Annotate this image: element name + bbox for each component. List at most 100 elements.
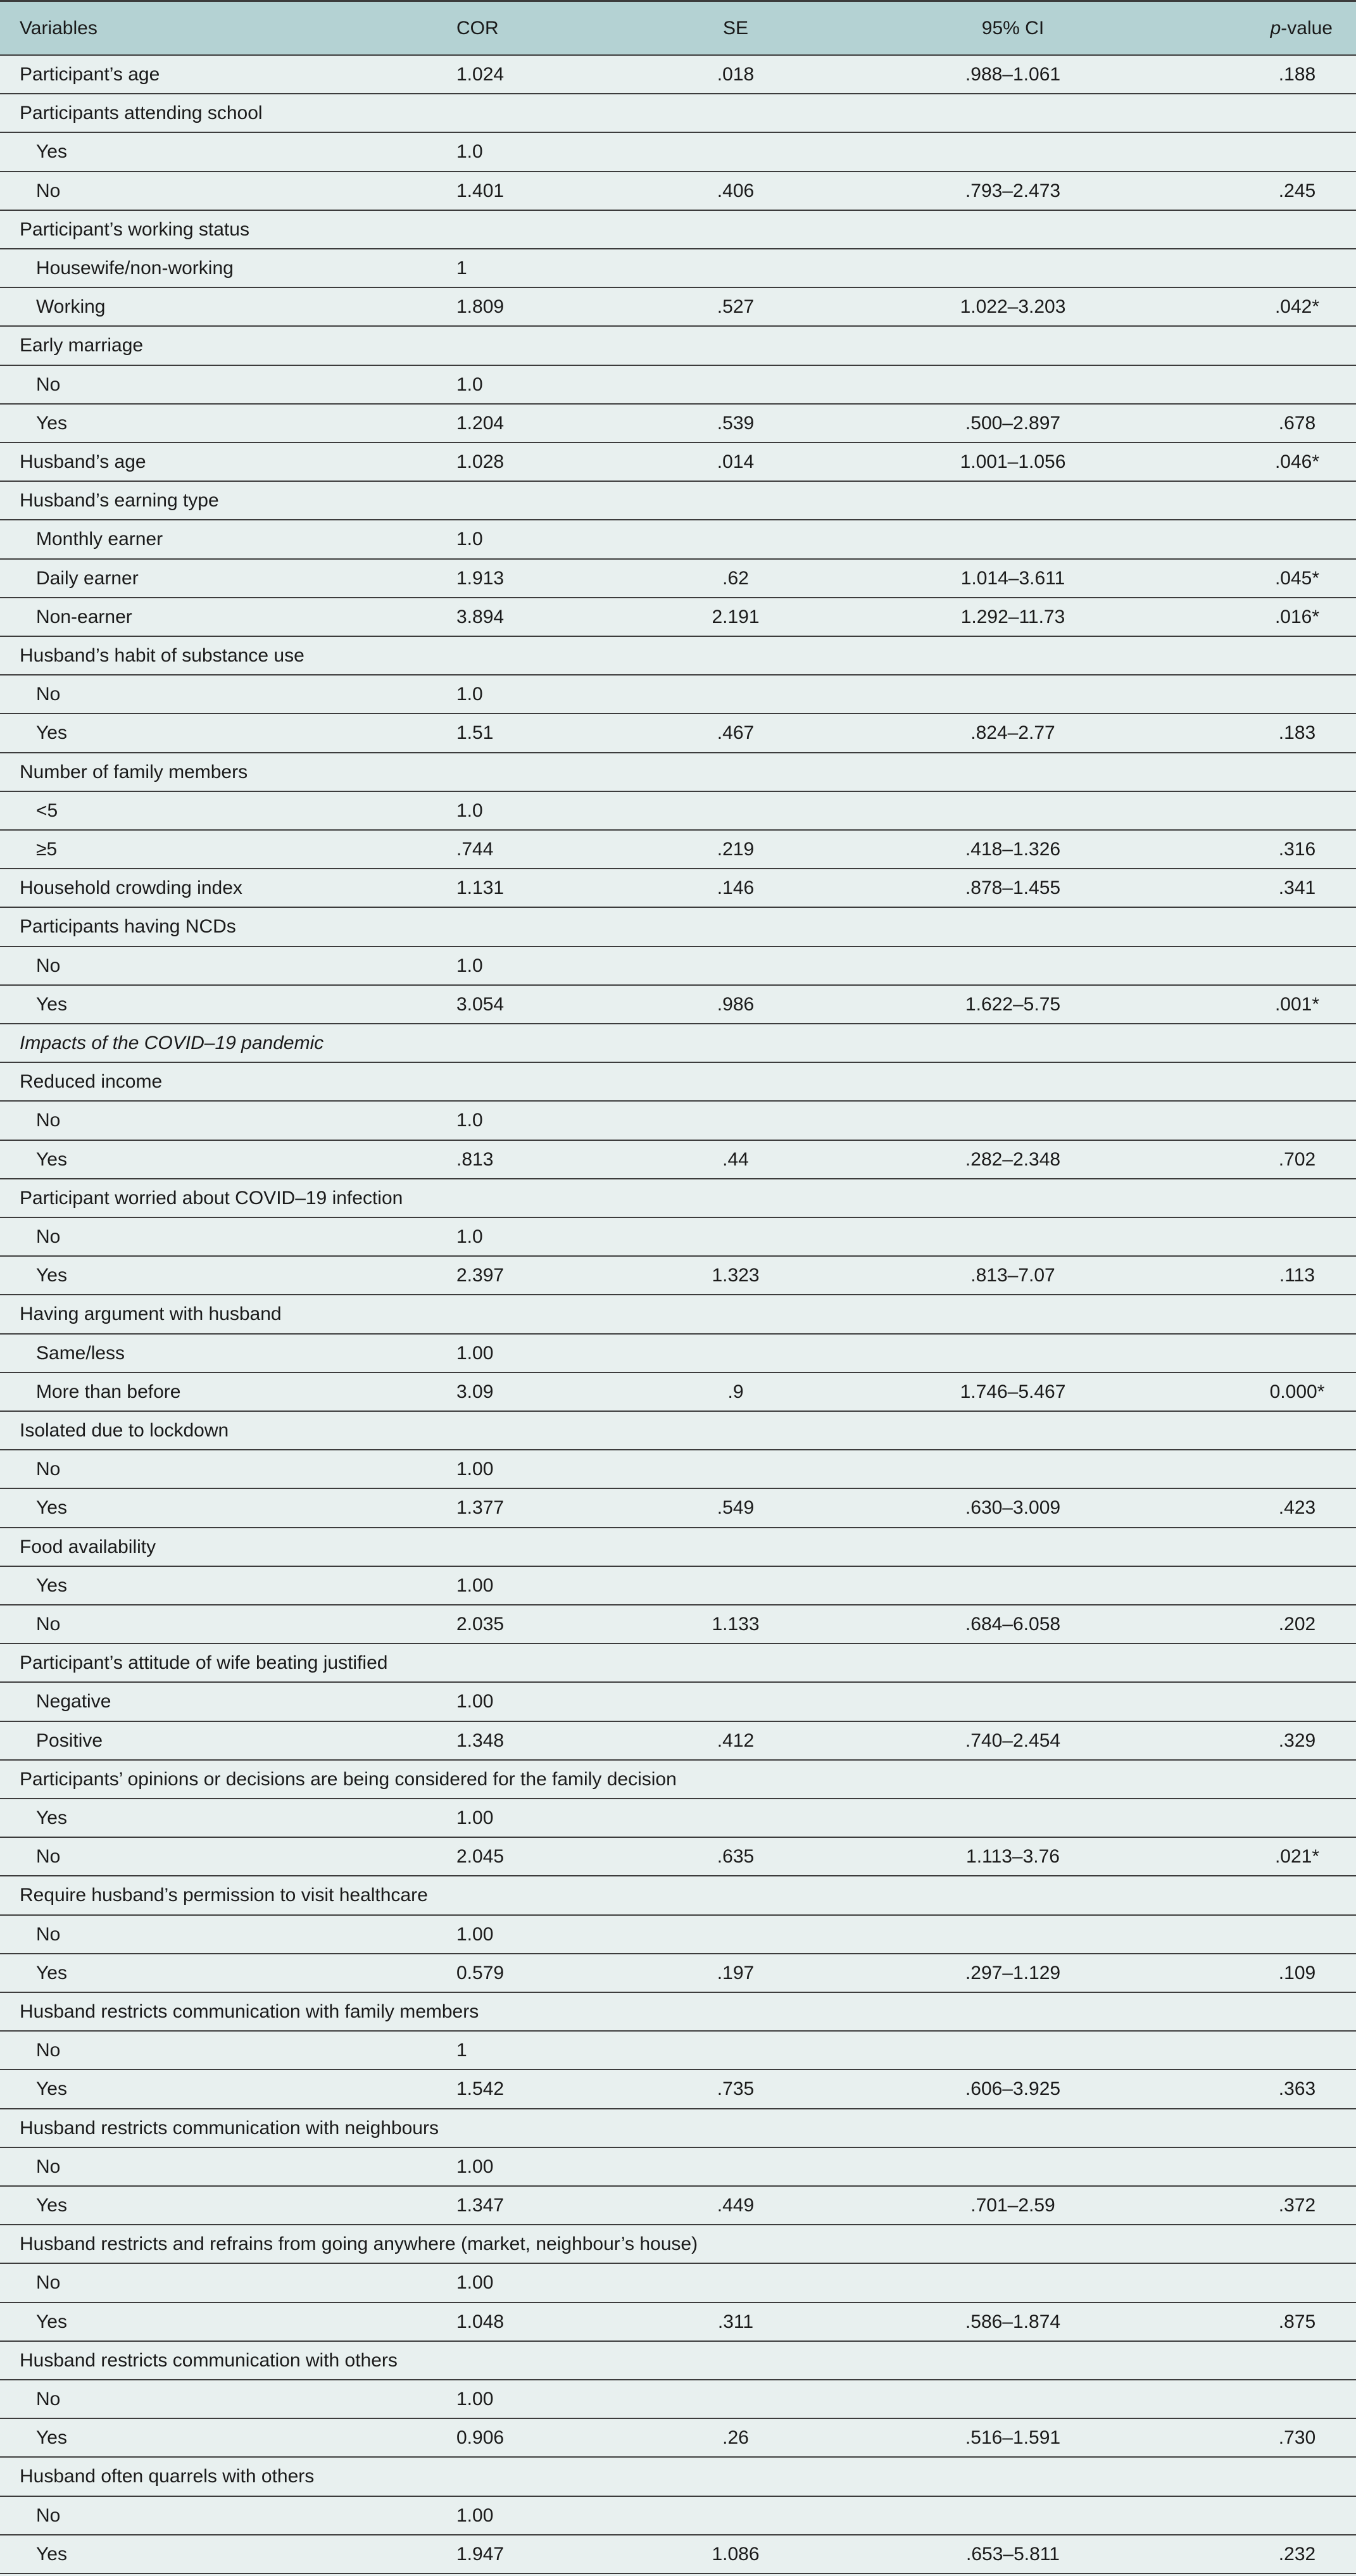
table-cell: .684–6.058: [965, 1614, 1061, 1635]
table-cell: .001*: [1274, 993, 1320, 1015]
table-row: Husband’s earning type: [0, 482, 1356, 521]
table-row: No 1.0: [0, 366, 1356, 405]
table-cell: No: [36, 1110, 61, 1131]
table-row: No 1.00: [0, 2148, 1356, 2187]
table-row: Yes 3.054 .986 1.622–5.75 .001*: [0, 986, 1356, 1024]
table-cell: .875: [1278, 2311, 1316, 2332]
table-row: Isolated due to lockdown: [0, 1412, 1356, 1451]
table-cell: 1.204: [456, 412, 505, 434]
table-cell: More than before: [36, 1381, 181, 1402]
table-cell: .418–1.326: [965, 839, 1061, 860]
table-cell: Yes: [36, 2427, 67, 2449]
table-cell: 1.746–5.467: [960, 1381, 1066, 1402]
table-cell: .146: [717, 877, 755, 899]
table-cell: .329: [1278, 1730, 1316, 1751]
table-cell: .635: [717, 1846, 755, 1868]
table-row: Yes 1.0: [0, 133, 1356, 172]
table-row: Yes 1.542 .735 .606–3.925 .363: [0, 2070, 1356, 2109]
table-cell: .586–1.874: [965, 2311, 1061, 2332]
table-cell: 1.0: [456, 141, 483, 163]
table-cell: .449: [717, 2195, 755, 2216]
table-cell: 1.133: [712, 1614, 760, 1635]
table-cell: Number of family members: [20, 761, 248, 782]
table-cell: Yes: [36, 1497, 67, 1519]
table-cell: Husband restricts communication with oth…: [20, 2349, 398, 2371]
table-cell: .678: [1278, 412, 1316, 434]
table-cell: Participant worried about COVID–19 infec…: [20, 1187, 403, 1209]
table-cell: .341: [1278, 877, 1316, 899]
table-row: Yes 2.397 1.323 .813–7.07 .113: [0, 1257, 1356, 1296]
column-header-text: p-value: [1270, 18, 1333, 39]
table-cell: .539: [717, 412, 755, 434]
table-cell: 1.622–5.75: [965, 993, 1061, 1015]
table-cell: Participant’s age: [20, 64, 160, 85]
table-row: Husband restricts communication with nei…: [0, 2109, 1356, 2148]
table-cell: 1.401: [456, 180, 505, 201]
table-cell: .702: [1278, 1148, 1316, 1170]
table-cell: .630–3.009: [965, 1497, 1061, 1519]
table-cell: 1.022–3.203: [960, 296, 1066, 318]
table-row: Participant’s working status: [0, 211, 1356, 249]
table-cell: Having argument with husband: [20, 1304, 282, 1325]
table-cell: .245: [1278, 180, 1316, 201]
table-row: Participants attending school: [0, 94, 1356, 134]
table-cell: 1.113–3.76: [966, 1846, 1060, 1868]
table-cell: Require husband’s permission to visit he…: [20, 1885, 428, 1906]
table-row: Impacts of the COVID–19 pandemic: [0, 1024, 1356, 1064]
table-cell: .197: [717, 1962, 755, 1983]
table-cell: Yes: [36, 141, 67, 163]
table-row: <5 1.0: [0, 792, 1356, 831]
table-cell: 1.131: [456, 877, 505, 899]
table-cell: 1.323: [712, 1265, 760, 1286]
table-row: Yes 0.906 .26 .516–1.591 .730: [0, 2419, 1356, 2458]
table-cell: Yes: [36, 2195, 67, 2216]
table-cell: .730: [1278, 2427, 1316, 2449]
table-cell: Yes: [36, 2543, 67, 2565]
table-cell: 1.00: [456, 1807, 494, 1828]
table-row: No 2.045 .635 1.113–3.76 .021*: [0, 1838, 1356, 1877]
table-row: Negative 1.00: [0, 1683, 1356, 1722]
table-cell: Participants having NCDs: [20, 916, 236, 938]
table-cell: 1.0: [456, 1226, 483, 1247]
table-cell: No: [36, 1226, 61, 1247]
table-cell: .701–2.59: [970, 2195, 1055, 2216]
table-row: Participant’s attitude of wife beating j…: [0, 1644, 1356, 1683]
table-cell: Husband restricts and refrains from goin…: [20, 2234, 698, 2255]
table-cell: <5: [36, 800, 58, 821]
table-row: Reduced income: [0, 1063, 1356, 1102]
table-cell: Husband’s age: [20, 451, 146, 472]
table-cell: 1.913: [456, 567, 505, 589]
table-cell: Working: [36, 296, 106, 318]
table-cell: 1.001–1.056: [960, 451, 1066, 472]
table-cell: .042*: [1274, 296, 1320, 318]
table-cell: Impacts of the COVID–19 pandemic: [20, 1033, 324, 1053]
table-row: No 1.00: [0, 2264, 1356, 2303]
table-cell: No: [36, 684, 61, 705]
table-cell: Reduced income: [20, 1071, 163, 1093]
table-cell: .412: [717, 1730, 755, 1751]
table-cell: No: [36, 955, 61, 976]
table-cell: Positive: [36, 1730, 103, 1751]
table-cell: 1.0: [456, 529, 483, 550]
column-header: p-value: [1271, 2, 1333, 54]
table-cell: 1.014–3.611: [960, 567, 1065, 589]
table-cell: .467: [717, 722, 755, 744]
table-cell: .744: [456, 839, 494, 860]
table-cell: Yes: [36, 722, 67, 744]
table-cell: .824–2.77: [970, 722, 1055, 744]
column-header: Variables: [20, 18, 97, 39]
table-cell: .021*: [1274, 1846, 1320, 1868]
table-cell: .527: [717, 296, 755, 318]
column-header: SE: [722, 18, 749, 39]
table-cell: Yes: [36, 1574, 67, 1596]
table-row: Yes 1.347 .449 .701–2.59 .372: [0, 2187, 1356, 2226]
table-cell: Early marriage: [20, 335, 144, 356]
table-cell: 1.024: [456, 64, 505, 85]
table-row: Yes 0.579 .197 .297–1.129 .109: [0, 1954, 1356, 1993]
table-cell: No: [36, 2389, 61, 2410]
table-row: No 1.00: [0, 1916, 1356, 1954]
table-row: Household crowding index 1.131 .146 .878–1.…: [0, 869, 1356, 908]
table-cell: Yes: [36, 1807, 67, 1828]
table-cell: 3.894: [456, 606, 505, 627]
table-cell: 1.809: [456, 296, 505, 318]
